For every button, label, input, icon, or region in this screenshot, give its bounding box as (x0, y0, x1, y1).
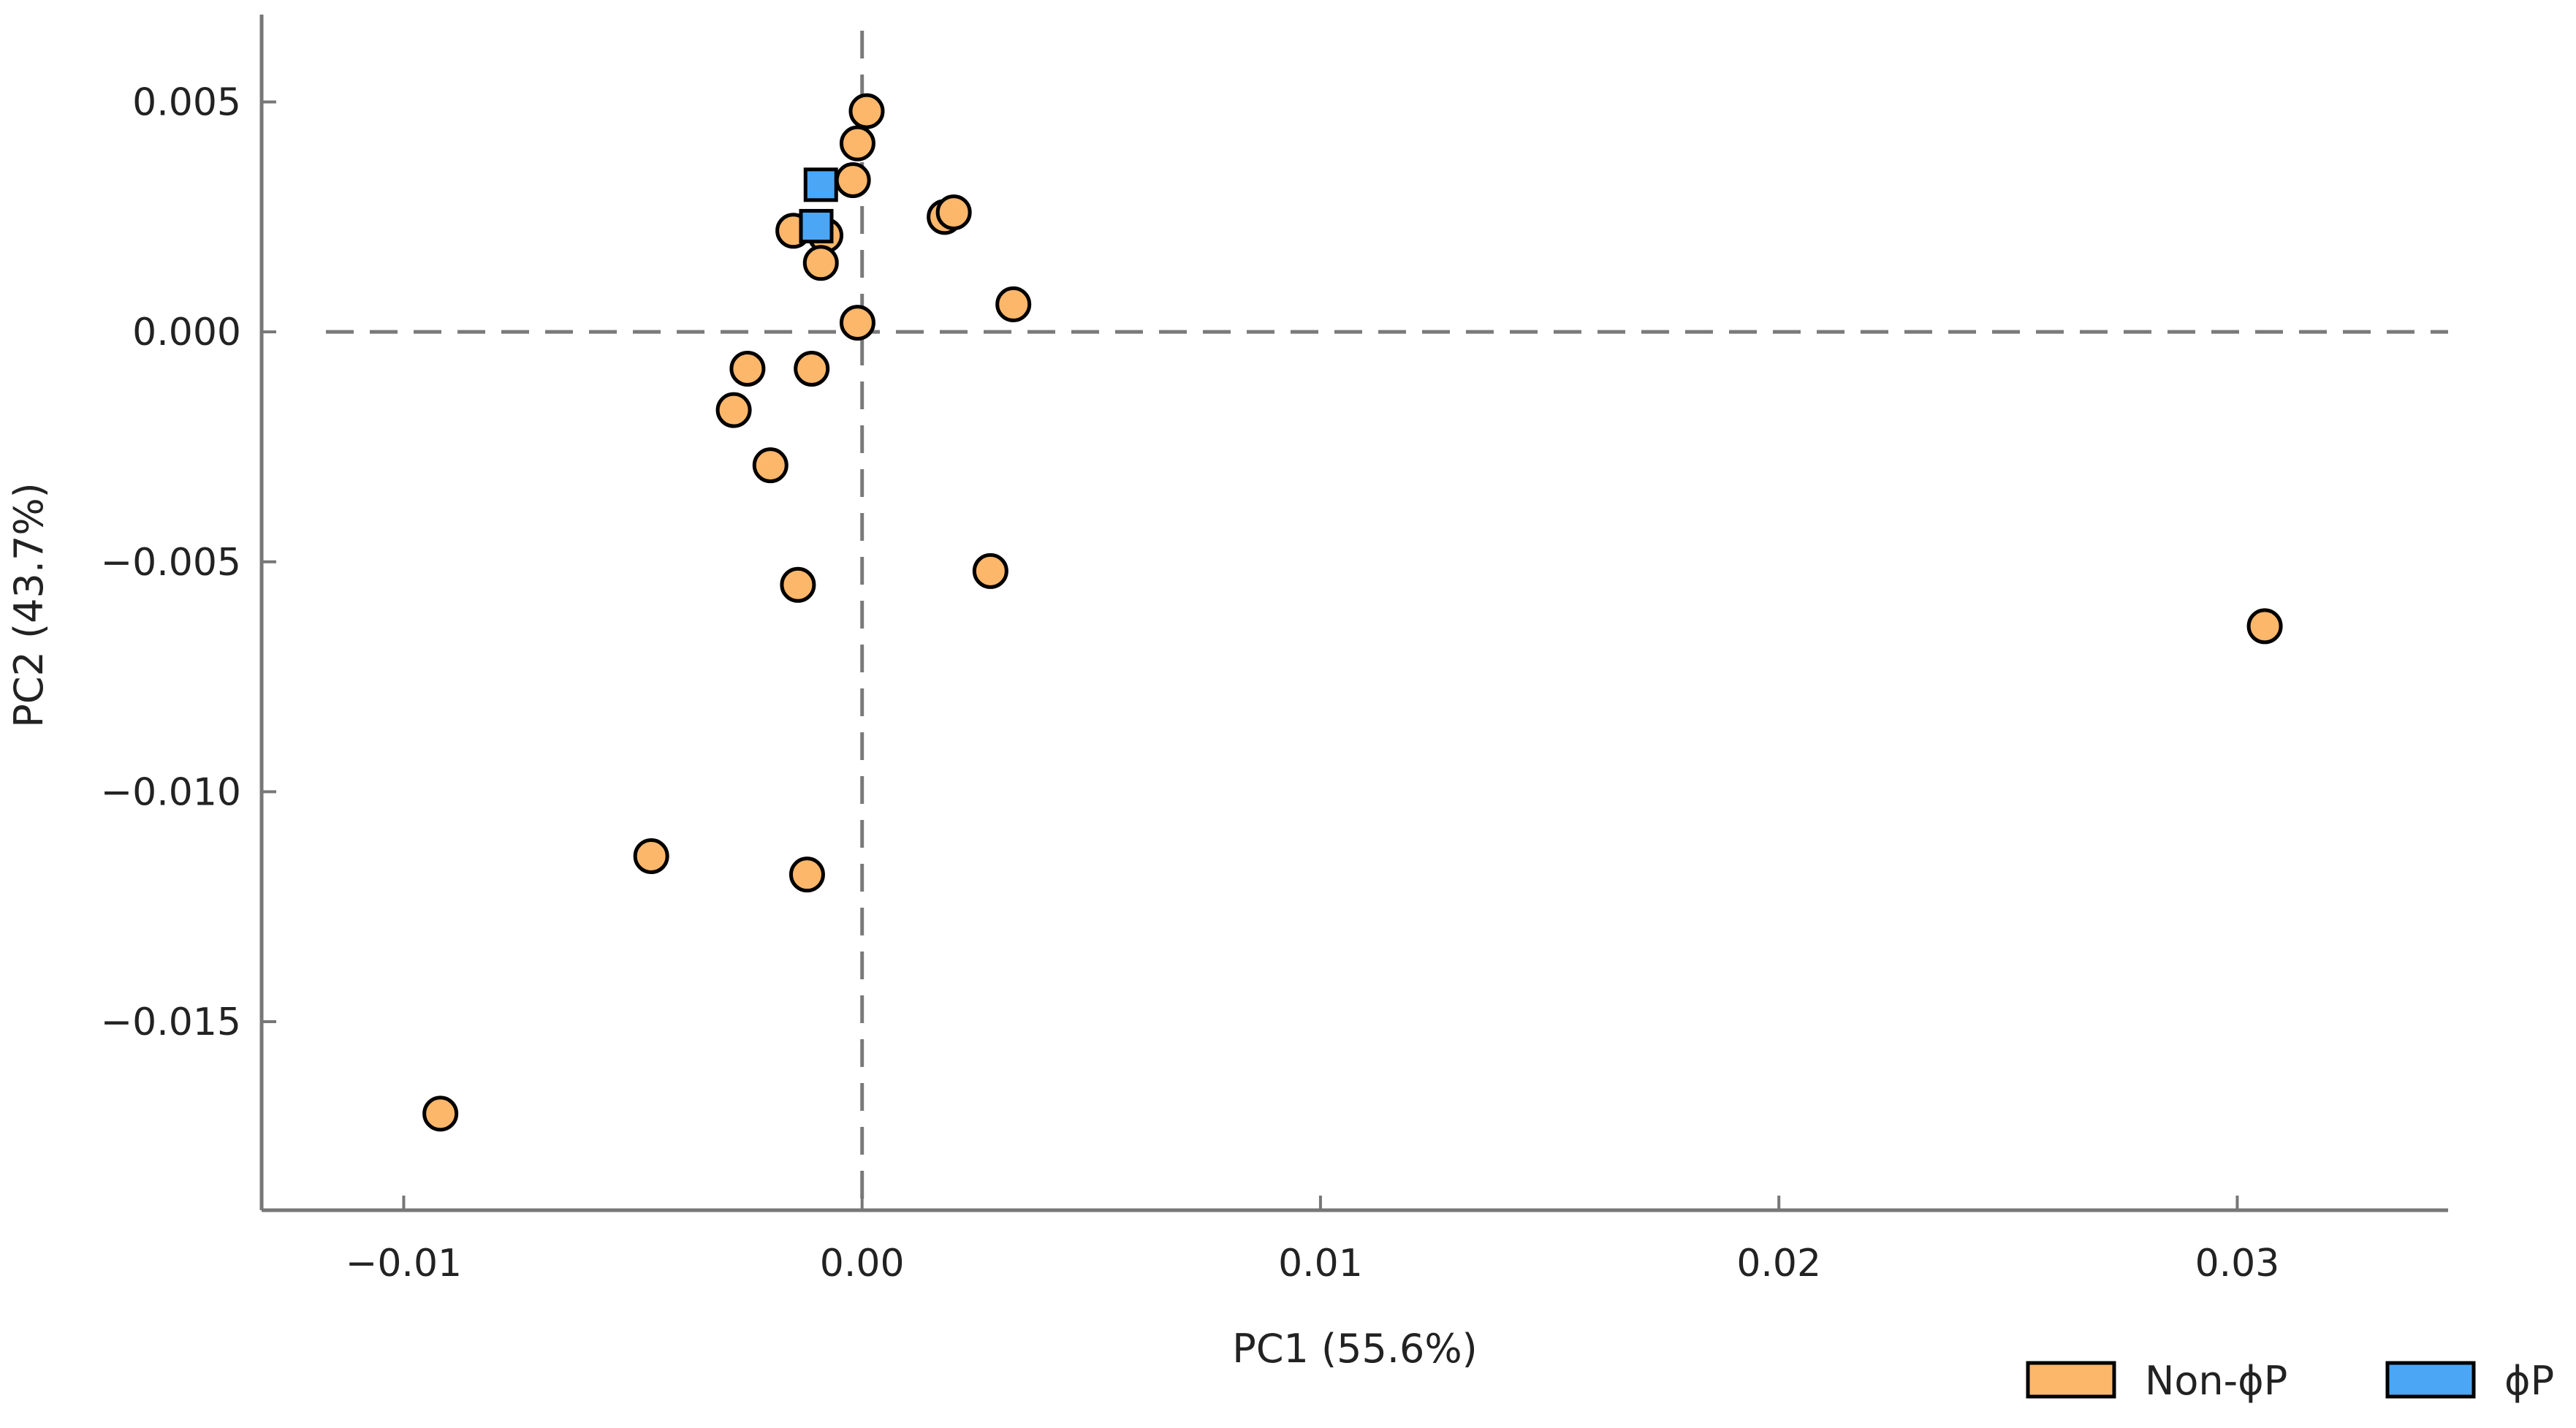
y-tick-label: 0.005 (132, 81, 241, 125)
data-point-non-phip (752, 447, 789, 484)
data-point-non-phip (835, 162, 871, 199)
data-point-phip (799, 208, 834, 243)
axes-layer (259, 15, 2448, 1212)
data-point-non-phip (995, 286, 1032, 322)
data-point-non-phip (729, 351, 766, 387)
x-tick-label: 0.00 (820, 1242, 905, 1285)
data-point-non-phip (422, 1095, 459, 1132)
legend-label: Non-ϕP (2145, 1358, 2287, 1404)
data-point-non-phip (715, 392, 752, 428)
legend-label: ϕP (2504, 1358, 2554, 1404)
reference-lines-layer (326, 31, 2448, 1210)
y-tick-label: −0.015 (101, 1000, 241, 1044)
data-point-non-phip (972, 552, 1008, 589)
points-layer (422, 93, 2283, 1132)
x-tick-label: 0.02 (1736, 1242, 1821, 1285)
legend-swatch (2385, 1361, 2476, 1399)
data-point-non-phip (839, 305, 875, 341)
data-point-non-phip (633, 838, 669, 874)
y-tick-label: −0.010 (101, 770, 241, 814)
data-point-non-phip (802, 245, 839, 281)
data-point-non-phip (839, 125, 875, 162)
y-tick-label: −0.005 (101, 541, 241, 585)
data-point-phip (803, 167, 838, 202)
data-point-non-phip (789, 857, 825, 893)
y-tick-label: 0.000 (132, 311, 241, 354)
x-axis-label: PC1 (55.6%) (1232, 1326, 1477, 1372)
y-axis-label: PC2 (43.7%) (6, 482, 52, 727)
data-point-non-phip (935, 194, 972, 231)
x-tick-label: 0.01 (1278, 1242, 1363, 1285)
legend: Non-ϕP ϕP (2026, 1358, 2554, 1404)
legend-swatch (2026, 1361, 2116, 1399)
ticks-layer: −0.01 0.00 0.01 0.02 0.03 0.005 0.000 −0.005 −0.… (101, 81, 2280, 1285)
data-point-non-phip (2246, 608, 2283, 645)
data-point-non-phip (794, 351, 830, 387)
x-tick-label: −0.01 (346, 1242, 462, 1285)
data-point-non-phip (848, 93, 885, 129)
x-tick-label: 0.03 (2195, 1242, 2280, 1285)
data-point-non-phip (780, 566, 816, 603)
